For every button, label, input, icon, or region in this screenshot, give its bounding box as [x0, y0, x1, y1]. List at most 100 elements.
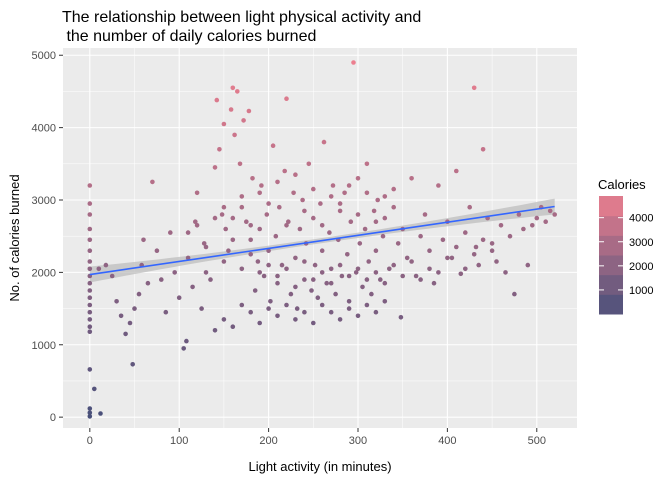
chart-title-line-2: the number of daily calories burned	[62, 28, 316, 45]
legend-color-block	[599, 215, 623, 236]
data-point	[547, 208, 553, 214]
data-point	[286, 219, 291, 224]
data-point	[473, 244, 479, 250]
data-point	[255, 259, 261, 264]
data-point	[184, 338, 189, 344]
y-tick-label: 4000	[32, 123, 56, 135]
color-legend: Calories 4000 3000 2000 1000	[598, 177, 653, 315]
data-point	[250, 176, 255, 181]
y-tick-label: 0	[50, 412, 56, 424]
legend-color-block	[599, 274, 623, 295]
data-point	[427, 248, 432, 253]
data-point	[221, 259, 227, 264]
data-point	[87, 406, 93, 411]
data-point	[257, 226, 263, 232]
data-point	[476, 262, 482, 268]
data-point	[141, 237, 146, 243]
data-point	[275, 280, 280, 286]
data-point	[193, 219, 198, 224]
data-point	[291, 190, 296, 196]
data-point	[366, 259, 372, 264]
data-point	[228, 107, 234, 112]
data-point	[230, 237, 236, 243]
data-point	[226, 248, 231, 253]
data-point	[319, 248, 325, 253]
data-point	[454, 168, 459, 174]
x-tick-label: 400	[438, 435, 456, 447]
data-point	[311, 215, 316, 221]
legend-label: 1000	[629, 285, 653, 297]
data-point	[324, 280, 330, 286]
data-point	[87, 317, 93, 322]
data-point	[302, 309, 307, 315]
plot-panel	[63, 48, 577, 428]
data-point	[248, 237, 253, 243]
data-point	[190, 284, 195, 290]
data-point	[302, 277, 307, 282]
data-point	[391, 204, 397, 210]
data-point	[471, 252, 477, 257]
data-point	[391, 186, 397, 192]
legend-labels: 4000 3000 2000 1000	[599, 213, 653, 297]
x-tick-label: 300	[349, 435, 367, 447]
data-point	[371, 208, 377, 214]
data-point	[400, 273, 406, 279]
data-point	[337, 201, 343, 206]
data-point	[150, 179, 155, 185]
data-point	[246, 108, 252, 114]
data-point	[87, 302, 93, 308]
data-point	[118, 313, 124, 319]
data-point	[321, 139, 327, 145]
data-point	[252, 288, 258, 293]
data-point	[230, 85, 236, 91]
data-point	[176, 295, 182, 301]
data-point	[87, 226, 93, 232]
legend-color-block	[599, 294, 623, 315]
data-point	[480, 237, 486, 243]
data-point	[248, 252, 253, 257]
data-point	[244, 219, 249, 224]
data-point	[494, 259, 499, 264]
data-point	[275, 179, 280, 185]
minor-gridlines	[63, 48, 577, 428]
data-point	[351, 60, 356, 65]
data-point	[223, 226, 228, 232]
data-point	[87, 237, 93, 243]
data-point	[345, 252, 350, 257]
data-point	[237, 161, 243, 167]
data-point	[159, 277, 164, 282]
data-point	[319, 223, 325, 228]
data-point	[431, 280, 437, 286]
data-point	[427, 266, 432, 272]
data-point	[355, 176, 361, 181]
data-point	[337, 317, 343, 322]
data-point	[302, 259, 307, 264]
data-point	[327, 230, 332, 235]
data-point	[364, 161, 370, 167]
x-tick-label: 0	[87, 435, 93, 447]
y-axis-ticks: 0 1000 2000 3000 4000 5000	[32, 50, 63, 424]
data-point	[194, 223, 200, 228]
data-point	[380, 233, 386, 239]
data-point	[342, 190, 347, 196]
data-point	[436, 183, 441, 188]
data-point	[382, 280, 388, 286]
data-point	[418, 277, 423, 282]
data-point	[181, 346, 186, 351]
data-point	[130, 362, 135, 367]
data-point	[300, 197, 305, 203]
data-point	[87, 280, 93, 286]
data-point	[87, 212, 93, 217]
data-point	[199, 306, 204, 311]
data-point	[239, 204, 245, 210]
x-tick-label: 200	[259, 435, 277, 447]
data-point	[346, 299, 352, 304]
data-point	[319, 270, 325, 275]
y-tick-label: 1000	[32, 340, 56, 352]
data-point	[489, 248, 495, 253]
data-point	[96, 266, 102, 272]
legend-color-block	[599, 255, 623, 276]
data-point	[489, 241, 495, 246]
data-point	[364, 302, 370, 308]
data-point	[87, 259, 93, 264]
